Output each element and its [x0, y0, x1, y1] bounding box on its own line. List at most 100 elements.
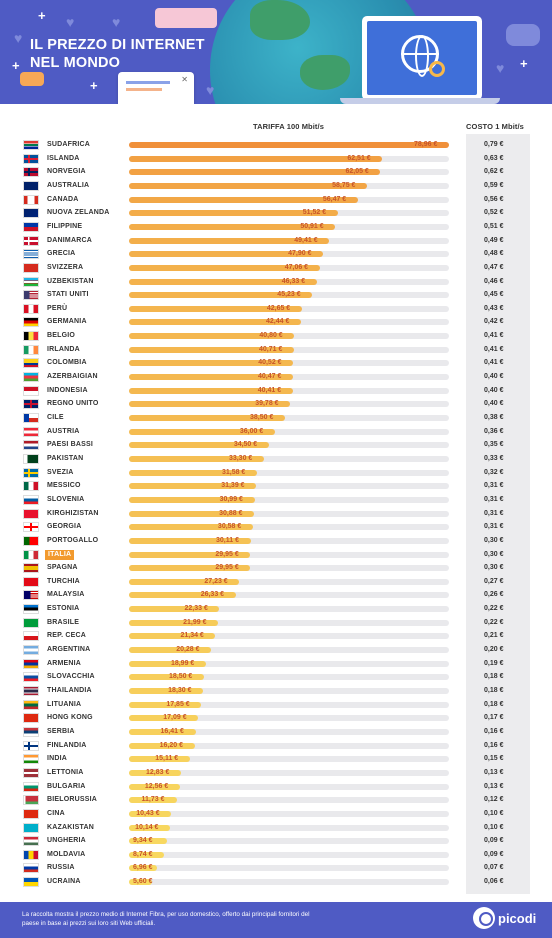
- bar-at: [129, 428, 275, 435]
- table-row: INDONESIA 40,41 € 0,40 €: [0, 384, 552, 398]
- flag-si-icon: [23, 494, 39, 505]
- table-row: FILIPPINE 50,91 € 0,51 €: [0, 220, 552, 234]
- sparkle-icon: +: [38, 8, 46, 23]
- bar-lv: [129, 769, 181, 776]
- country-label: AUSTRIA: [47, 427, 80, 435]
- country-label: MALAYSIA: [47, 591, 85, 599]
- sparkle-icon: +: [12, 58, 20, 73]
- cost-label: 0,31 €: [484, 482, 504, 490]
- bar-track: [129, 715, 449, 722]
- price-label: 40,71 €: [258, 345, 283, 353]
- country-label: MOLDAVIA: [47, 850, 86, 858]
- country-label: REP. CECA: [47, 632, 87, 640]
- price-label: 62,51 €: [347, 154, 371, 162]
- magnifier-icon: [429, 61, 445, 77]
- flag-cl-icon: [23, 413, 39, 423]
- table-row: PAESI BASSI 34,50 € 0,35 €: [0, 438, 552, 452]
- bar-tr: [129, 578, 240, 585]
- flag-sk-icon: [23, 672, 39, 683]
- price-label: 10,14 €: [135, 823, 159, 831]
- flag-pt-icon: [23, 535, 39, 546]
- country-label: BIELORUSSIA: [47, 796, 98, 804]
- flag-lv-icon: [23, 767, 39, 778]
- price-label: 39,78 €: [255, 400, 279, 408]
- price-label: 6,96 €: [133, 864, 153, 872]
- price-label: 40,41 €: [257, 386, 282, 394]
- table-row: UCRAINA 5,60 € 0,06 €: [0, 875, 552, 889]
- flag-by-icon: [23, 795, 39, 806]
- cost-label: 0,32 €: [484, 468, 504, 476]
- bar-ie: [129, 346, 294, 353]
- flag-za-icon: [23, 140, 39, 150]
- price-label: 50,91 €: [300, 222, 324, 230]
- cost-label: 0,31 €: [484, 523, 504, 531]
- table-row: SPAGNA 29,95 € 0,30 €: [0, 561, 552, 575]
- country-label: ISLANDA: [47, 154, 80, 162]
- bar-track: [129, 756, 449, 763]
- cost-label: 0,41 €: [484, 345, 504, 353]
- cost-label: 0,18 €: [484, 673, 504, 681]
- flag-no-icon: [23, 167, 39, 178]
- table-row: KIRGHIZISTAN 30,88 € 0,31 €: [0, 507, 552, 521]
- cost-label: 0,56 €: [484, 195, 504, 203]
- country-label: HONG KONG: [47, 714, 93, 722]
- bar-hk: [129, 715, 199, 722]
- laptop-illustration: [362, 16, 482, 100]
- cost-label: 0,27 €: [484, 577, 504, 585]
- bar-my: [129, 592, 236, 599]
- country-label: SLOVACCHIA: [47, 673, 95, 681]
- bar-track: [129, 510, 449, 517]
- brand-logo-text: picodi: [498, 911, 537, 926]
- bar-au: [129, 182, 368, 189]
- table-row: BIELORUSSIA 11,73 € 0,12 €: [0, 793, 552, 807]
- bar-track: [129, 578, 449, 585]
- table-row: PAKISTAN 33,30 € 0,33 €: [0, 452, 552, 466]
- chat-bubble-decoration: [155, 8, 217, 28]
- page-title-line: NEL MONDO: [30, 55, 121, 71]
- flag-am-icon: [23, 658, 39, 669]
- cost-label: 0,36 €: [484, 427, 504, 435]
- table-row: NUOVA ZELANDA 51,52 € 0,52 €: [0, 206, 552, 220]
- bar-ee: [129, 606, 220, 613]
- price-label: 31,39 €: [221, 482, 245, 490]
- bar-no: [129, 169, 381, 176]
- table-row: GRECIA 47,90 € 0,48 €: [0, 247, 552, 261]
- price-label: 16,41 €: [160, 727, 184, 735]
- bar-ru: [129, 865, 158, 872]
- bar-sk: [129, 674, 204, 681]
- bar-track: [129, 496, 449, 503]
- cost-label: 0,09 €: [484, 837, 504, 845]
- country-label: SERBIA: [47, 727, 75, 735]
- flag-ch-icon: [23, 262, 39, 273]
- flag-be-icon: [23, 331, 39, 342]
- bar-track: [129, 469, 449, 476]
- country-label: MESSICO: [47, 482, 81, 490]
- cost-label: 0,21 €: [484, 632, 504, 640]
- price-label: 51,52 €: [302, 209, 327, 217]
- footer-note: La raccolta mostra il prezzo medio di In…: [22, 911, 310, 927]
- bar-za: [129, 142, 449, 148]
- country-label: PAKISTAN: [47, 454, 84, 462]
- flag-tr-icon: [23, 576, 39, 587]
- cost-label: 0,31 €: [484, 509, 504, 517]
- flag-se-icon: [23, 467, 39, 478]
- bar-be: [129, 333, 295, 340]
- bar-track: [129, 838, 449, 845]
- flag-nz-icon: [23, 208, 39, 219]
- bar-co: [129, 360, 294, 367]
- bar-is: [129, 155, 383, 162]
- bar-kz: [129, 824, 171, 831]
- cost-label: 0,06 €: [484, 878, 504, 886]
- country-label: SVIZZERA: [47, 263, 84, 271]
- country-label: SLOVENIA: [47, 495, 85, 503]
- bar-gr: [129, 251, 324, 258]
- price-label: 40,80 €: [259, 332, 283, 340]
- table-row: ISLANDA 62,51 € 0,63 €: [0, 152, 552, 166]
- country-label: GERMANIA: [47, 318, 87, 326]
- table-row: AZERBAIGIAN 40,47 € 0,40 €: [0, 370, 552, 384]
- flag-ru-icon: [23, 863, 39, 874]
- price-label: 30,99 €: [219, 495, 243, 503]
- price-label: 17,85 €: [166, 700, 190, 708]
- price-label: 34,50 €: [233, 441, 258, 449]
- bar-track: [129, 442, 449, 449]
